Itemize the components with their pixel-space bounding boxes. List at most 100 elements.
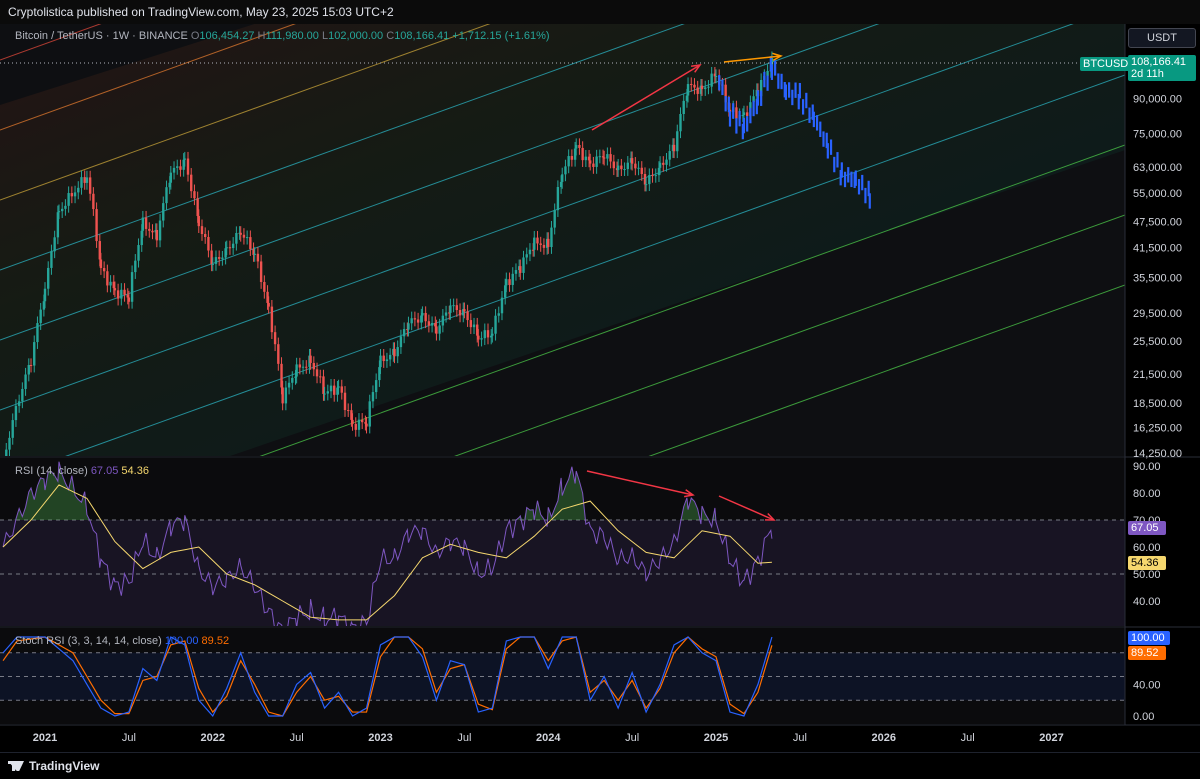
candle-body bbox=[50, 251, 53, 268]
rsi-overbought-band bbox=[0, 519, 1125, 626]
candle-body bbox=[735, 107, 738, 119]
candle-body bbox=[127, 297, 131, 302]
candle-body bbox=[595, 156, 598, 167]
rsi-overbought-fill bbox=[3, 461, 772, 520]
candle-body bbox=[319, 376, 322, 378]
candle-body bbox=[542, 244, 546, 248]
candle-body bbox=[514, 270, 518, 274]
candle-body bbox=[609, 154, 612, 162]
candle-body bbox=[92, 193, 95, 210]
candle-body bbox=[382, 355, 385, 362]
candle-body bbox=[39, 309, 42, 324]
symbol-name[interactable]: Bitcoin / TetherUS · 1W · BINANCE bbox=[15, 30, 188, 42]
candle-body bbox=[553, 210, 556, 228]
candle-body bbox=[168, 182, 171, 188]
change-value: +1,712.15 (+1.61%) bbox=[452, 30, 550, 42]
candle-body bbox=[196, 198, 199, 216]
publisher-text: Cryptolistica published on TradingView.c… bbox=[8, 5, 394, 19]
candle-body bbox=[393, 348, 396, 357]
candle-body bbox=[371, 392, 375, 402]
candle-body bbox=[113, 288, 117, 291]
candle-body bbox=[273, 332, 277, 345]
candle-body bbox=[657, 167, 661, 176]
candle-body bbox=[570, 156, 574, 160]
candle-body bbox=[519, 266, 522, 273]
rsi-name[interactable]: RSI (14, close) bbox=[15, 465, 88, 477]
candle-body bbox=[193, 191, 196, 199]
channel-line-3 bbox=[0, 24, 685, 271]
stoch-rsi-pane[interactable] bbox=[0, 628, 1125, 724]
candle-body bbox=[578, 144, 581, 148]
candle-body bbox=[634, 163, 637, 169]
candle-body bbox=[505, 279, 508, 286]
rsi-legend: RSI (14, close) 67.05 54.36 bbox=[15, 465, 149, 477]
candle-body bbox=[672, 144, 676, 152]
rsi-band-fill bbox=[0, 520, 1125, 626]
candle-body bbox=[640, 167, 643, 174]
price-tick-label: 16,250.00 bbox=[1133, 423, 1182, 435]
price-pane[interactable] bbox=[0, 24, 1125, 690]
candle-body bbox=[693, 84, 696, 88]
time-tick-label: 2023 bbox=[368, 732, 392, 744]
candle-body bbox=[211, 263, 214, 265]
candle-body bbox=[29, 364, 33, 366]
candle-body bbox=[402, 329, 406, 337]
candle-body bbox=[696, 87, 699, 94]
candle-body bbox=[592, 163, 595, 167]
candle-body bbox=[435, 326, 438, 334]
candle-body bbox=[713, 73, 717, 77]
candle-body bbox=[112, 281, 115, 289]
chart-canvas[interactable]: 14,250.00 16,250.00 18,500.00 21,500.00 25,5… bbox=[0, 24, 1200, 752]
candle-body bbox=[752, 96, 755, 103]
candle-body bbox=[483, 330, 486, 339]
candle-body bbox=[528, 249, 532, 255]
low-label: L bbox=[321, 30, 329, 42]
candle-body bbox=[102, 268, 106, 272]
candle-body bbox=[559, 181, 563, 188]
candle-body bbox=[21, 388, 24, 402]
rsi-tick-label: 90.00 bbox=[1133, 461, 1161, 473]
candle-body bbox=[539, 243, 542, 245]
candle-body bbox=[27, 364, 30, 375]
candle-body bbox=[665, 159, 668, 165]
candle-body bbox=[323, 393, 326, 395]
candle-body bbox=[88, 177, 92, 194]
channel-line-5 bbox=[0, 24, 1074, 411]
rsi-pane[interactable] bbox=[0, 458, 1125, 640]
currency-button[interactable]: USDT bbox=[1128, 28, 1196, 48]
stoch-name[interactable]: Stoch RSI (3, 3, 14, 14, close) bbox=[15, 635, 162, 647]
candle-body bbox=[626, 162, 629, 170]
candle-body bbox=[162, 203, 165, 221]
candle-body bbox=[98, 241, 101, 260]
candle-body bbox=[259, 261, 263, 282]
tradingview-logo[interactable]: TradingView bbox=[8, 759, 99, 773]
axes: 14,250.00 16,250.00 18,500.00 21,500.00 25,5… bbox=[0, 24, 1200, 744]
time-tick-label: Jul bbox=[625, 732, 639, 744]
candle-body bbox=[155, 229, 159, 241]
candle-body bbox=[256, 253, 260, 262]
candle-body bbox=[217, 257, 221, 259]
candle-body bbox=[420, 315, 423, 323]
candle-body bbox=[658, 162, 662, 168]
high-value: 111,980.00 bbox=[265, 30, 319, 42]
candle-body bbox=[207, 237, 210, 251]
candle-body bbox=[231, 243, 235, 249]
candle-body bbox=[266, 291, 269, 303]
channel-line-2 bbox=[0, 24, 491, 201]
candle-body bbox=[151, 230, 154, 233]
candle-body bbox=[277, 344, 280, 364]
candle-body bbox=[312, 362, 316, 370]
price-tag-symbol: BTCUSDT bbox=[1080, 57, 1138, 71]
candle-body bbox=[337, 386, 340, 388]
price-arrow-red-head bbox=[690, 64, 702, 73]
candle-body bbox=[284, 387, 288, 404]
candle-body bbox=[228, 247, 232, 249]
candle-body bbox=[710, 73, 713, 87]
channel-line-8 bbox=[454, 214, 1125, 456]
candle-body bbox=[745, 112, 749, 116]
rsi-arrow-2-head bbox=[764, 512, 776, 521]
candle-body bbox=[770, 58, 774, 71]
candle-body bbox=[64, 205, 67, 209]
price-tick-label: 29,500.00 bbox=[1133, 308, 1182, 320]
candle-body bbox=[204, 234, 207, 238]
